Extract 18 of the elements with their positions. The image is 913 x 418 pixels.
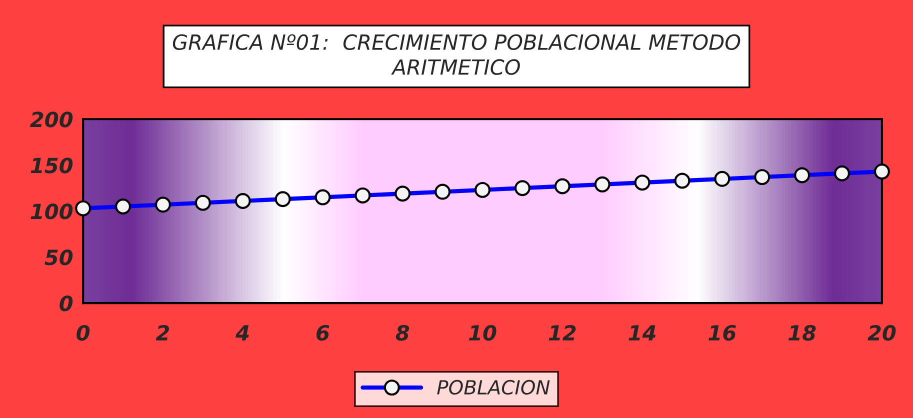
x-tick-label: 18 [788,324,816,341]
y-tick-label: 150 [30,158,73,174]
y-tick-label: 50 [44,250,73,266]
x-tick-label: 16 [708,324,736,341]
x-tick-label: 10 [468,324,496,341]
legend-label: POBLACION [437,380,550,395]
y-tick-label: 200 [30,112,73,128]
x-tick-label: 12 [548,324,576,340]
chart-title: GRAFICA Nº01: CRECIMIENTO POBLACIONAL METODO ARITMETICO [172,34,740,75]
x-tick-label: 14 [628,325,656,340]
x-tick-label: 6 [316,324,330,341]
x-tick-label: 4 [236,325,249,340]
x-tick-label: 8 [396,324,410,341]
x-tick-label: 0 [76,324,90,341]
x-tick-label: 20 [868,324,896,341]
y-tick-label: 0 [60,296,73,312]
x-tick-label: 2 [156,324,170,340]
y-tick-label: 100 [30,204,73,220]
